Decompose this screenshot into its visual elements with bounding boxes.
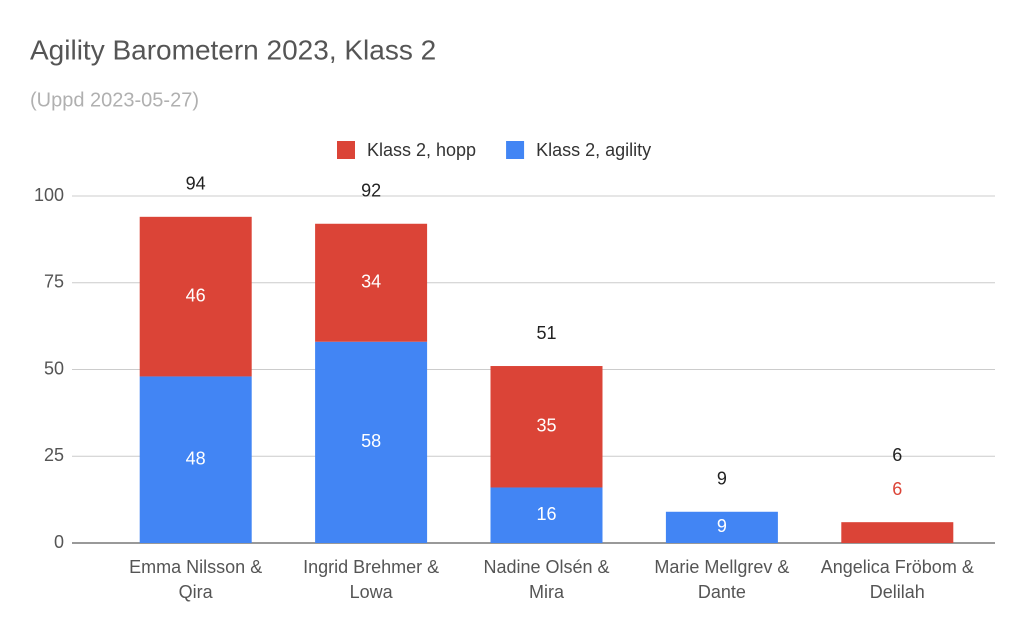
bar (665, 511, 778, 543)
total-label: 51 (536, 323, 556, 343)
total-label: 6 (892, 445, 902, 465)
x-tick-label: Angelica Fröbom & Delilah (820, 557, 974, 602)
bar (841, 522, 954, 543)
value-label: 48 (186, 448, 206, 468)
value-label: 6 (892, 479, 902, 499)
y-tick-label: 0 (54, 532, 64, 552)
bar (490, 366, 603, 488)
total-label: 9 (717, 469, 727, 489)
y-tick-label: 100 (34, 185, 64, 205)
value-label: 9 (717, 516, 727, 536)
y-tick-label: 25 (44, 445, 64, 465)
chart-subtitle: (Uppd 2023-05-27) (30, 89, 199, 111)
x-tick-label: Emma Nilsson & Qira (129, 557, 263, 602)
x-tick-label: Marie Mellgrev & Dante (654, 557, 790, 602)
legend-label: Klass 2, hopp (367, 140, 476, 160)
x-tick-label: Ingrid Brehmer & Lowa (303, 557, 440, 602)
bar (490, 487, 603, 543)
y-tick-label: 50 (44, 358, 64, 378)
bar (315, 341, 428, 543)
bar (139, 216, 252, 377)
value-label: 34 (361, 272, 381, 292)
legend-label: Klass 2, agility (536, 140, 651, 160)
chart-title: Agility Barometern 2023, Klass 2 (30, 34, 436, 65)
value-label: 16 (536, 504, 556, 524)
total-label: 94 (186, 174, 206, 194)
bar (139, 376, 252, 543)
value-label: 46 (186, 285, 206, 305)
bar (315, 223, 428, 342)
value-label: 35 (536, 416, 556, 436)
legend-swatch (337, 141, 355, 159)
legend-swatch (506, 141, 525, 159)
value-label: 58 (361, 431, 381, 451)
x-tick-label: Nadine Olsén & Mira (483, 557, 610, 602)
y-tick-label: 75 (44, 272, 64, 292)
total-label: 92 (361, 181, 381, 201)
